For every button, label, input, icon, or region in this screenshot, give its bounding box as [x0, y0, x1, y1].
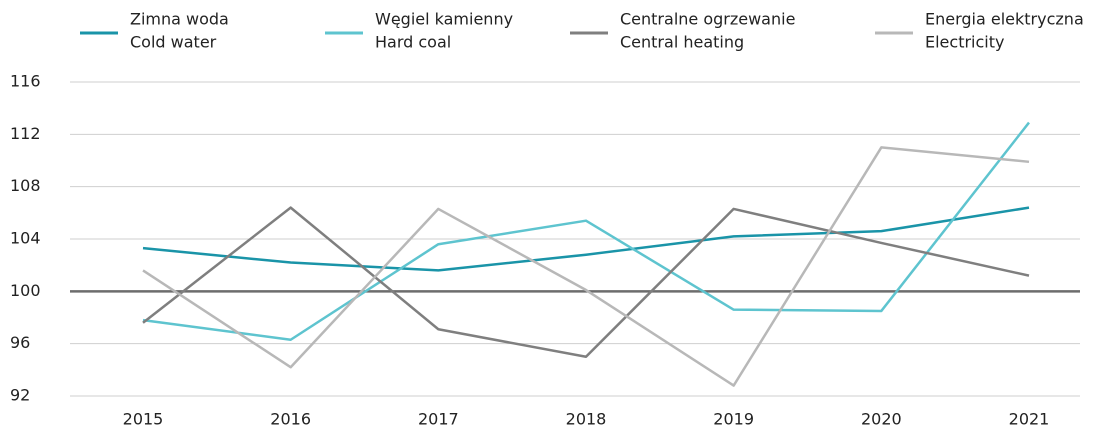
legend-label: Energia elektryczna — [925, 10, 1084, 29]
x-tick-label: 2017 — [418, 410, 459, 429]
legend-sublabel: Electricity — [925, 33, 1004, 52]
series-line — [142, 121, 1030, 341]
y-tick-label: 96 — [10, 333, 30, 352]
y-tick-label: 100 — [10, 281, 41, 300]
series-line — [142, 146, 1030, 387]
legend-label: Centralne ogrzewanie — [620, 10, 795, 29]
legend-label: Zimna woda — [130, 10, 229, 29]
y-tick-label: 108 — [10, 176, 41, 195]
x-tick-label: 2018 — [566, 410, 607, 429]
x-tick-label: 2015 — [123, 410, 164, 429]
series-line — [142, 206, 1030, 358]
x-tick-label: 2021 — [1009, 410, 1050, 429]
legend-sublabel: Cold water — [130, 33, 217, 52]
y-tick-label: 112 — [10, 124, 41, 143]
series-line — [142, 206, 1030, 272]
legend-sublabel: Hard coal — [375, 33, 451, 52]
legend-label: Węgiel kamienny — [375, 10, 513, 29]
x-tick-label: 2019 — [713, 410, 754, 429]
legend-sublabel: Central heating — [620, 33, 744, 52]
y-tick-label: 116 — [10, 72, 41, 91]
x-tick-label: 2016 — [270, 410, 311, 429]
x-tick-label: 2020 — [861, 410, 902, 429]
y-tick-label: 104 — [10, 229, 41, 248]
y-tick-label: 92 — [10, 386, 30, 405]
